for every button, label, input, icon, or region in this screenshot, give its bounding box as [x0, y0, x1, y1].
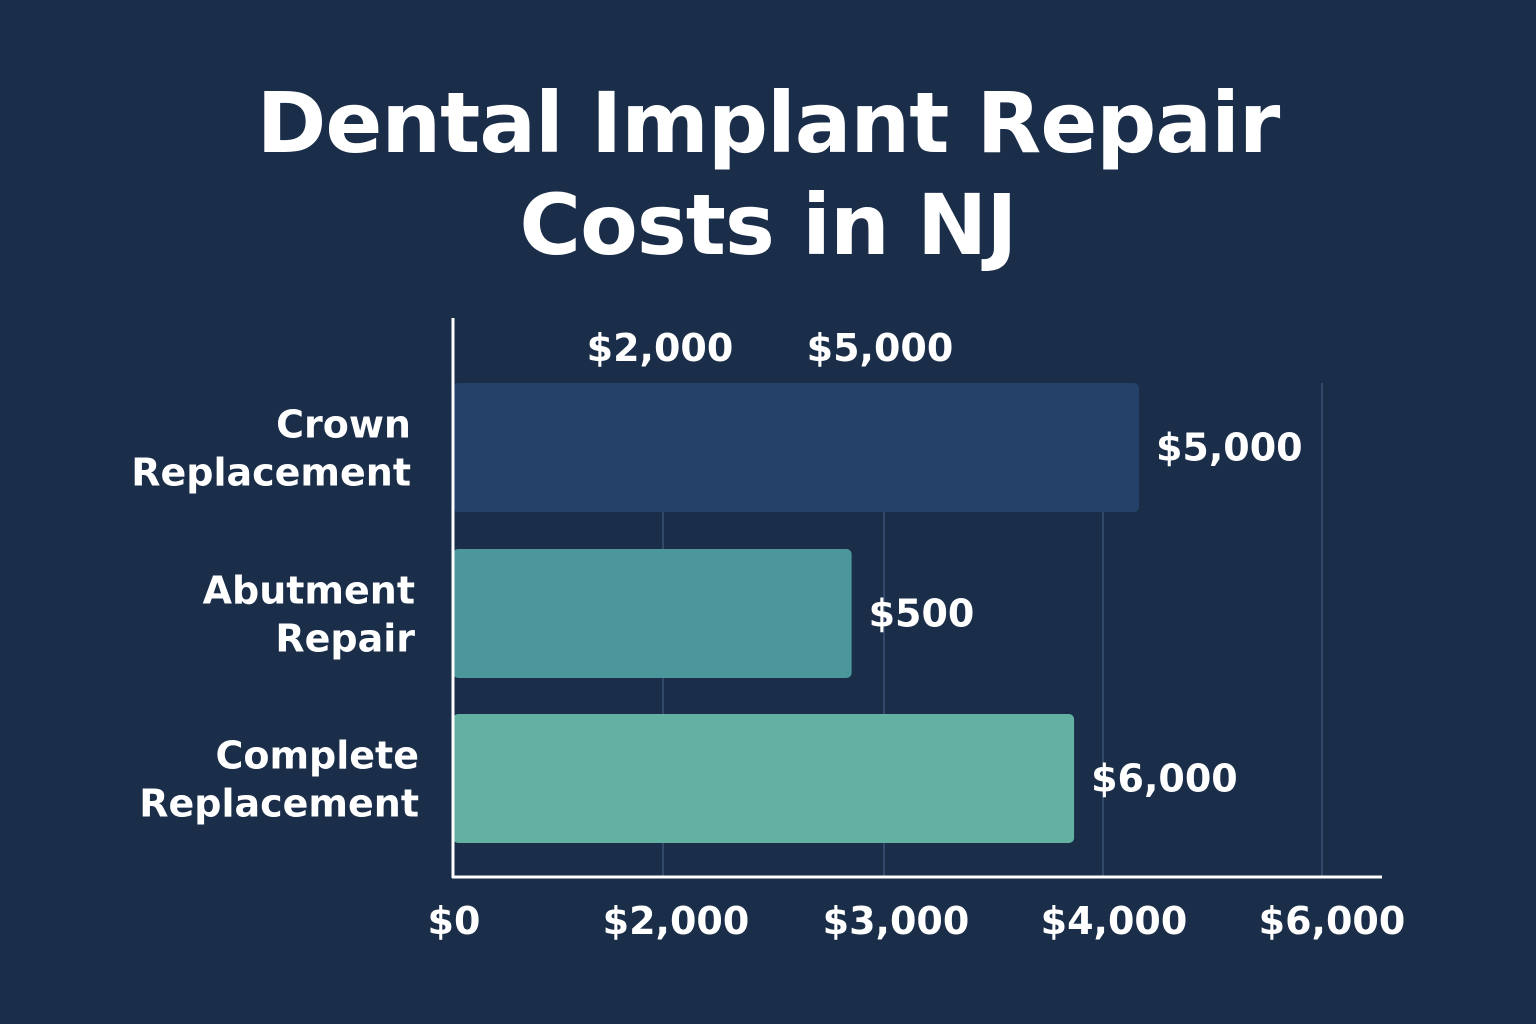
category-label-line: Replacement	[139, 782, 419, 826]
bar-3	[453, 714, 1075, 843]
category-label-line: Abutment	[203, 569, 415, 613]
category-label-line: Crown	[276, 403, 411, 447]
value-label-1: $5,000	[1156, 426, 1303, 470]
chart-title: Dental Implant Repair Costs in NJ	[0, 72, 1536, 276]
bar-2	[453, 549, 852, 678]
bar-1	[453, 383, 1139, 512]
x-tick-label: $4,000	[1041, 899, 1188, 943]
category-label-2: Abutment Repair	[203, 569, 416, 661]
x-tick-label: $2,000	[603, 899, 750, 943]
chart-title-line-1: Dental Implant Repair	[256, 74, 1281, 172]
value-label-3: $6,000	[1091, 757, 1238, 801]
x-tick-label: $0	[428, 899, 481, 943]
top-tick-label: $5,000	[807, 326, 954, 370]
category-label-line: Replacement	[131, 451, 411, 495]
category-label-line: Repair	[275, 617, 415, 661]
category-label-1: Crown Replacement	[131, 403, 411, 495]
value-label-2: $500	[869, 592, 975, 636]
top-tick-label: $2,000	[587, 326, 734, 370]
category-label-line: Complete	[215, 734, 419, 778]
category-label-3: Complete Replacement	[139, 734, 419, 826]
x-tick-label: $6,000	[1259, 899, 1406, 943]
chart-title-line-2: Costs in NJ	[519, 176, 1017, 274]
x-tick-label: $3,000	[823, 899, 970, 943]
